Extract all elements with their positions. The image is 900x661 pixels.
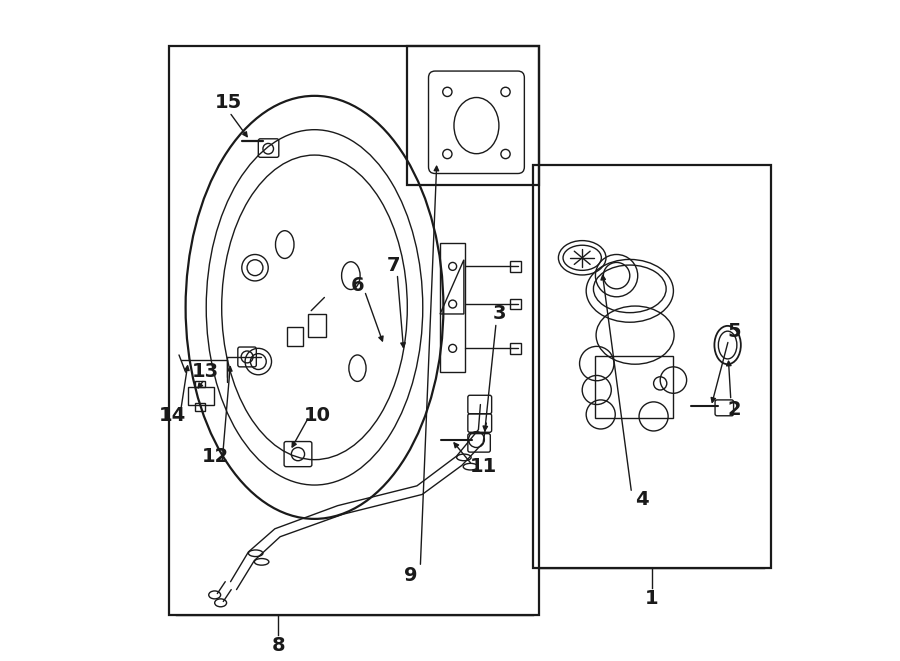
Text: 6: 6 — [351, 276, 364, 295]
Text: 3: 3 — [493, 305, 507, 323]
Bar — [195, 403, 205, 411]
Bar — [287, 327, 303, 346]
Text: 5: 5 — [727, 323, 741, 341]
Text: 8: 8 — [271, 636, 285, 654]
Text: 9: 9 — [403, 566, 417, 584]
Text: 14: 14 — [158, 406, 186, 424]
Text: 7: 7 — [387, 256, 400, 275]
Bar — [195, 381, 205, 387]
Text: 15: 15 — [215, 93, 242, 112]
Bar — [407, 46, 539, 185]
Text: 10: 10 — [304, 406, 331, 424]
Text: 11: 11 — [470, 457, 497, 475]
Text: 12: 12 — [202, 447, 229, 465]
Text: 2: 2 — [727, 401, 741, 419]
Bar — [596, 356, 673, 418]
Bar — [533, 165, 770, 568]
Bar — [510, 261, 521, 272]
Text: 4: 4 — [634, 490, 649, 508]
Text: 13: 13 — [192, 362, 219, 381]
Bar — [510, 299, 521, 309]
Text: 1: 1 — [644, 590, 659, 608]
Bar — [308, 314, 327, 337]
Bar — [440, 243, 465, 371]
Bar — [169, 46, 539, 615]
Bar — [187, 387, 214, 405]
Bar — [510, 343, 521, 354]
